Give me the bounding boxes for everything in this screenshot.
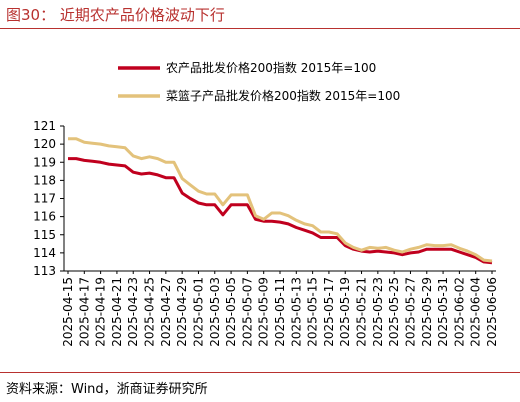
y-tick-label: 114 [33,246,56,260]
y-tick-label: 115 [33,228,56,242]
x-tick-label: 2025-04-19 [94,277,108,347]
x-tick-label: 2025-04-29 [175,277,189,347]
x-tick-label: 2025-04-15 [61,277,75,347]
x-tick-label: 2025-05-05 [224,277,238,347]
chart-series [68,137,493,265]
source-divider [0,372,520,373]
x-tick-label: 2025-05-03 [208,277,222,347]
x-tick-label: 2025-05-01 [191,277,205,347]
legend-label-1: 农产品批发价格200指数 2015年=100 [166,60,376,75]
x-tick-label: 2025-05-19 [338,277,352,347]
y-tick-label: 119 [33,155,56,169]
x-tick-label: 2025-05-31 [436,277,450,347]
figure-title: 图30： 近期农产品价格波动下行 [6,6,225,24]
x-tick-label: 2025-04-25 [143,277,157,347]
x-tick-label: 2025-05-23 [371,277,385,347]
x-tick-label: 2025-05-29 [420,277,434,347]
legend-label-2: 菜篮子产品批发价格200指数 2015年=100 [166,88,400,103]
x-tick-label: 2025-05-15 [306,277,320,347]
series-line-1 [68,157,493,265]
x-tick-label: 2025-04-23 [126,277,140,347]
x-tick-label: 2025-04-17 [77,277,91,347]
line-chart: 农产品批发价格200指数 2015年=100 菜篮子产品批发价格200指数 201… [33,60,499,347]
x-tick-label: 2025-05-21 [355,277,369,347]
x-tick-label: 2025-05-09 [257,277,271,347]
y-tick-label: 120 [33,137,56,151]
y-tick-label: 116 [33,210,56,224]
x-tick-label: 2025-06-02 [452,277,466,347]
x-tick-label: 2025-05-07 [240,277,254,347]
source-note: 资料来源：Wind，浙商证券研究所 [6,382,208,397]
chart-legend: 农产品批发价格200指数 2015年=100 菜篮子产品批发价格200指数 201… [118,60,400,103]
x-tick-label: 2025-04-21 [110,277,124,347]
y-tick-label: 118 [33,173,56,187]
x-tick-label: 2025-04-27 [159,277,173,347]
x-tick-label: 2025-05-11 [273,277,287,347]
x-tick-label: 2025-05-27 [403,277,417,347]
x-tick-label: 2025-05-17 [322,277,336,347]
title-divider [0,28,520,29]
x-tick-label: 2025-06-04 [469,277,483,347]
y-tick-label: 117 [33,192,56,206]
x-tick-label: 2025-06-06 [485,277,499,347]
x-tick-label: 2025-05-13 [289,277,303,347]
y-tick-label: 121 [33,119,56,133]
x-tick-label: 2025-05-25 [387,277,401,347]
series-line-2 [68,137,493,263]
y-tick-label: 113 [33,264,56,278]
